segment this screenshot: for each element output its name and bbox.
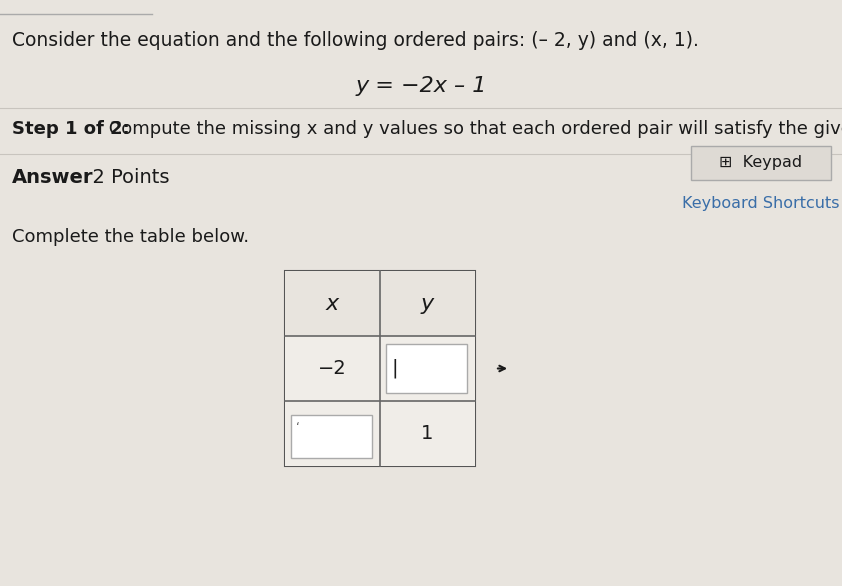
Text: y = −2x – 1: y = −2x – 1	[355, 76, 487, 96]
Text: x: x	[326, 294, 339, 314]
Text: 1: 1	[421, 424, 434, 443]
Text: Answer: Answer	[12, 168, 93, 187]
Text: ‘: ‘	[296, 421, 300, 434]
Text: Keyboard Shortcuts: Keyboard Shortcuts	[682, 196, 839, 211]
Bar	[291, 415, 372, 458]
Text: 2 Points: 2 Points	[80, 168, 169, 187]
Text: Compute the missing x and y values so that each ordered pair will satisfy the gi: Compute the missing x and y values so th…	[103, 120, 842, 138]
FancyBboxPatch shape	[691, 146, 831, 180]
Bar	[285, 271, 475, 466]
Bar	[285, 336, 475, 401]
Text: Step 1 of 2:: Step 1 of 2:	[12, 120, 130, 138]
Bar	[285, 271, 475, 336]
Text: y: y	[421, 294, 434, 314]
Bar	[386, 344, 467, 393]
Text: Complete the table below.: Complete the table below.	[12, 228, 249, 246]
Text: ⊞  Keypad: ⊞ Keypad	[719, 155, 802, 171]
Bar	[285, 401, 475, 466]
Text: Consider the equation and the following ordered pairs: (– 2, y) and (x, 1).: Consider the equation and the following …	[12, 31, 699, 50]
Text: −2: −2	[318, 359, 347, 378]
Text: |: |	[392, 359, 398, 378]
